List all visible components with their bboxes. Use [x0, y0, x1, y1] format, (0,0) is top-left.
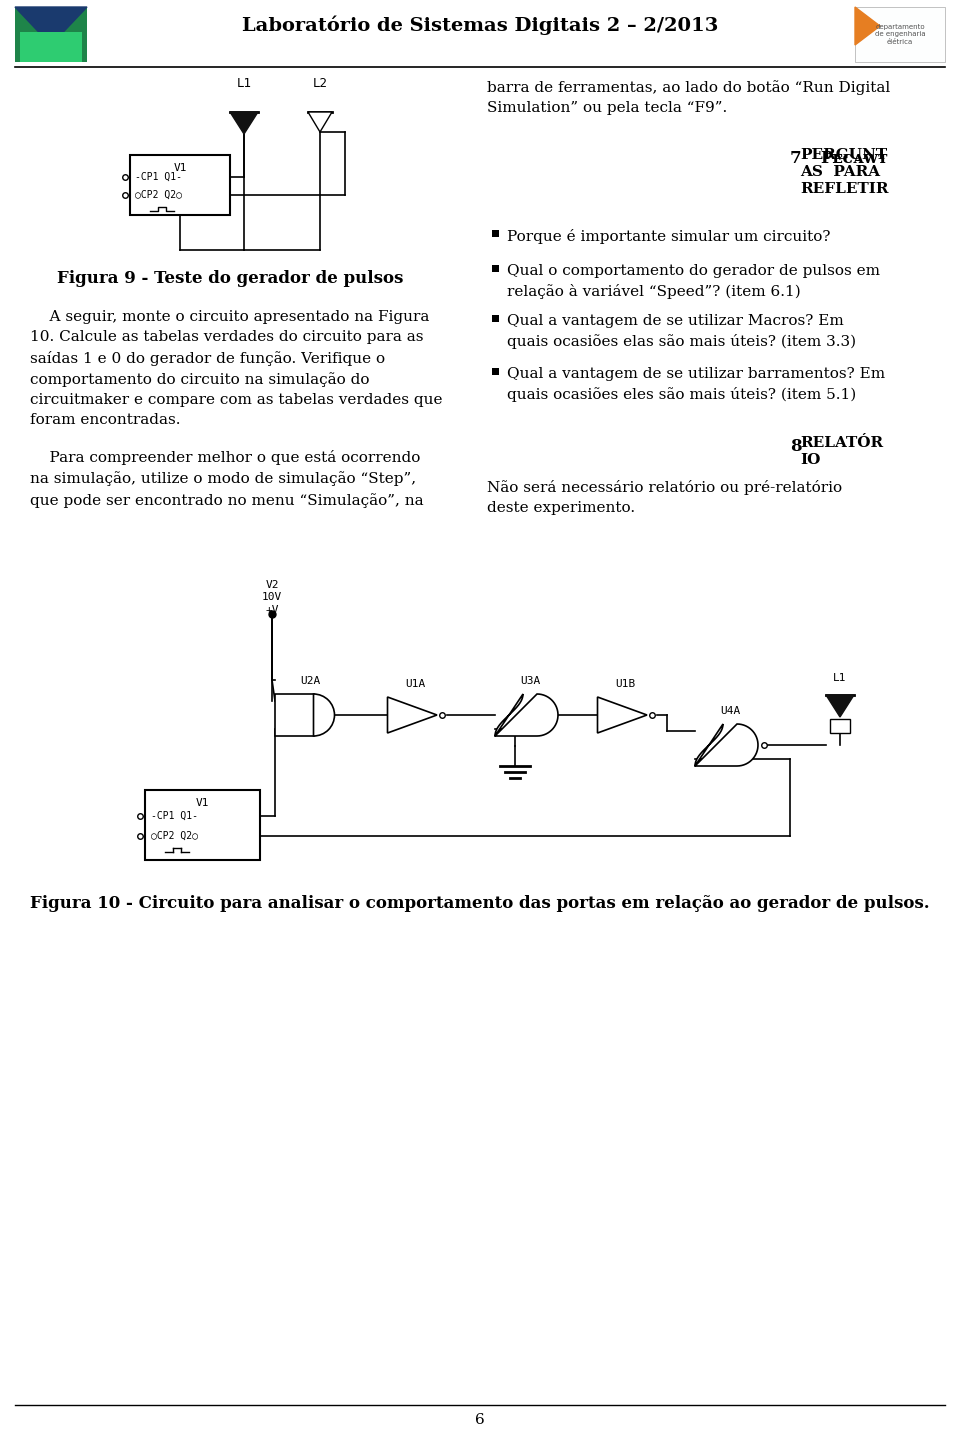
Bar: [830, 719, 850, 734]
Bar: [492, 368, 499, 375]
Text: ○CP2 Q2○: ○CP2 Q2○: [135, 190, 182, 200]
FancyBboxPatch shape: [855, 7, 945, 61]
Text: AS  PARA: AS PARA: [800, 164, 880, 179]
Polygon shape: [495, 694, 558, 736]
Text: V1: V1: [196, 798, 209, 808]
Polygon shape: [826, 695, 854, 716]
Text: U1A: U1A: [405, 679, 425, 689]
Polygon shape: [855, 7, 880, 44]
Text: Para compreender melhor o que está ocorrendo
na simulação, utilize o modo de sim: Para compreender melhor o que está ocorr…: [30, 450, 423, 508]
Text: departamento
de engenharia
élétrica: departamento de engenharia élétrica: [875, 23, 925, 44]
Polygon shape: [15, 7, 87, 44]
FancyBboxPatch shape: [15, 7, 87, 61]
Text: U1B: U1B: [614, 679, 636, 689]
Text: -CP1 Q1-: -CP1 Q1-: [151, 811, 198, 821]
Bar: [492, 230, 499, 237]
Polygon shape: [230, 112, 258, 134]
Text: L1: L1: [236, 77, 252, 90]
Text: L2: L2: [313, 77, 327, 90]
Text: Figura 9 - Teste do gerador de pulsos: Figura 9 - Teste do gerador de pulsos: [57, 270, 403, 287]
Text: ○CP2 Q2○: ○CP2 Q2○: [151, 831, 198, 841]
Text: RELATÓR: RELATÓR: [800, 436, 883, 450]
Text: -CP1 Q1-: -CP1 Q1-: [135, 172, 182, 182]
Bar: [492, 315, 499, 322]
Polygon shape: [388, 696, 437, 734]
Text: U3A: U3A: [520, 676, 540, 686]
Text: PERGUNT: PERGUNT: [800, 147, 887, 162]
Text: Qual o comportamento do gerador de pulsos em
relação à variável “Speed”? (item 6: Qual o comportamento do gerador de pulso…: [507, 265, 880, 299]
Text: Figura 10 - Circuito para analisar o comportamento das portas em relação ao gera: Figura 10 - Circuito para analisar o com…: [30, 895, 930, 912]
Bar: [492, 265, 499, 272]
Text: V1: V1: [173, 163, 187, 173]
Text: Pᴇᴄᴀᴡᴛ: Pᴇᴄᴀᴡᴛ: [820, 150, 888, 167]
Text: U4A: U4A: [720, 706, 740, 716]
Text: A seguir, monte o circuito apresentado na Figura
10. Calcule as tabelas verdades: A seguir, monte o circuito apresentado n…: [30, 310, 443, 428]
FancyBboxPatch shape: [20, 31, 82, 61]
Text: L1: L1: [833, 674, 847, 684]
Wedge shape: [314, 694, 334, 736]
Text: barra de ferramentas, ao lado do botão “Run Digital
Simulation” ou pela tecla “F: barra de ferramentas, ao lado do botão “…: [487, 80, 890, 114]
Polygon shape: [597, 696, 647, 734]
Polygon shape: [695, 724, 758, 766]
FancyBboxPatch shape: [15, 7, 87, 61]
Bar: [130, 154, 230, 214]
Text: Qual a vantagem de se utilizar barramentos? Em
quais ocasiões eles são mais útei: Qual a vantagem de se utilizar barrament…: [507, 368, 885, 402]
Text: REFLETIR: REFLETIR: [800, 182, 889, 196]
Text: Não será necessário relatório ou pré-relatório
deste experimento.: Não será necessário relatório ou pré-rel…: [487, 480, 842, 515]
Text: 6: 6: [475, 1413, 485, 1427]
Polygon shape: [308, 112, 332, 132]
Text: U2A: U2A: [300, 676, 320, 686]
Bar: [275, 694, 314, 736]
Text: Laboratório de Sistemas Digitais 2 – 2/2013: Laboratório de Sistemas Digitais 2 – 2/2…: [242, 16, 718, 34]
Text: Qual a vantagem de se utilizar Macros? Em
quais ocasiões elas são mais úteis? (i: Qual a vantagem de se utilizar Macros? E…: [507, 315, 856, 349]
Text: 8: 8: [790, 438, 802, 455]
Text: V2
10V
+V: V2 10V +V: [262, 581, 282, 615]
Text: IO: IO: [800, 453, 821, 468]
Text: Porque é importante simular um circuito?: Porque é importante simular um circuito?: [507, 229, 830, 245]
Text: 7: 7: [790, 150, 802, 167]
Bar: [145, 789, 260, 859]
